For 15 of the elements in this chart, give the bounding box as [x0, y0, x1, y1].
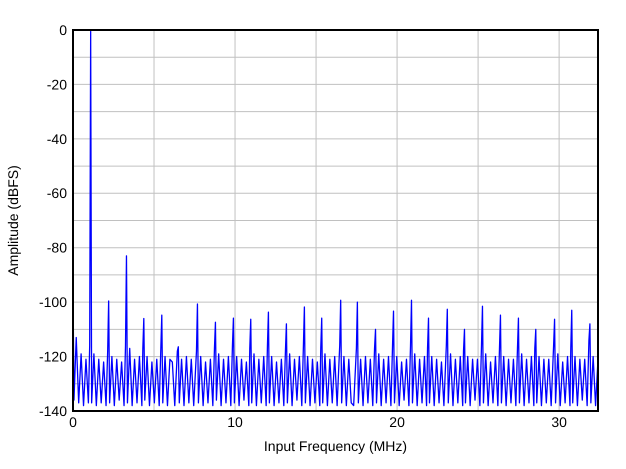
line-series	[73, 30, 598, 406]
x-tick-label: 10	[227, 414, 244, 430]
x-tick-label: 20	[389, 414, 406, 430]
y-tick-label: -60	[46, 185, 68, 202]
x-tick-label: 0	[69, 414, 78, 430]
y-tick-label: -40	[46, 130, 68, 147]
y-tick-label: 0	[59, 22, 68, 38]
y-axis-title: Amplitude (dBFS)	[5, 165, 21, 276]
y-tick-label: -20	[46, 76, 68, 92]
y-tick-label: -120	[38, 348, 68, 364]
x-tick-label: 30	[551, 414, 568, 430]
y-tick-label: -140	[38, 402, 68, 419]
y-tick-label: -80	[46, 240, 68, 256]
x-axis-title: Input Frequency (MHz)	[264, 438, 408, 454]
y-tick-label: -100	[38, 294, 68, 310]
